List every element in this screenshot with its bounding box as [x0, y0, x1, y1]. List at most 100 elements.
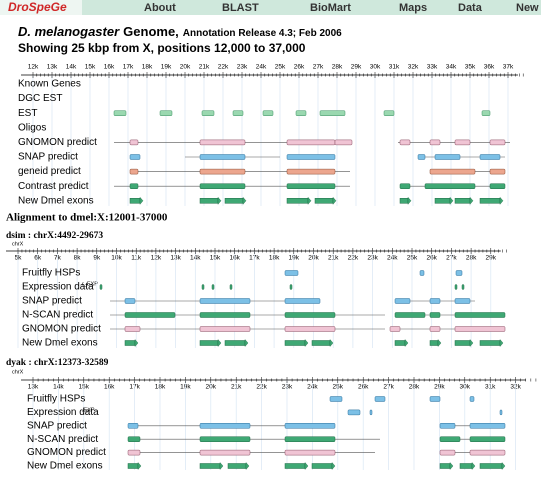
ruler-label: 19k: [180, 384, 191, 391]
exon: [389, 326, 401, 332]
exon: [429, 312, 441, 318]
track-label: GNOMON predict: [18, 137, 97, 148]
exon: [286, 198, 309, 204]
brand[interactable]: DroSpeGe: [8, 0, 67, 14]
ruler-label: 37k: [503, 64, 514, 71]
exon: [129, 183, 139, 189]
ruler-label: 13k: [47, 64, 58, 71]
exon: [347, 409, 361, 416]
exon: [201, 110, 215, 116]
exon-arrow: [404, 338, 409, 348]
exon: [429, 168, 476, 175]
ruler-label: 31k: [485, 384, 496, 391]
chrom: chrX: [12, 241, 24, 247]
exon-arrow: [437, 338, 442, 348]
exon: [227, 463, 247, 469]
exon: [129, 139, 139, 146]
ruler-label: 7k: [54, 255, 62, 262]
ruler-label: 16k: [104, 384, 115, 391]
track-label: DGC EST: [18, 93, 62, 104]
ruler-label: 26k: [294, 64, 305, 71]
exon: [439, 463, 451, 469]
exon: [399, 198, 409, 204]
exon-arrow: [469, 338, 474, 348]
alignment-title: Alignment to dmel:X:12001-37000: [6, 212, 168, 224]
exon: [232, 110, 244, 116]
exon-arrow: [329, 338, 334, 348]
track-label: N-SCAN predict: [27, 434, 98, 445]
nav-item[interactable]: Maps: [399, 2, 427, 14]
exon-arrow: [407, 196, 412, 205]
exon: [284, 312, 336, 318]
ruler-label: 17k: [123, 64, 134, 71]
exon: [284, 449, 336, 456]
ruler-label: 16k: [229, 255, 240, 262]
exon: [129, 154, 141, 160]
ruler-label: 8k: [74, 255, 82, 262]
track-label: GNOMON predict: [27, 447, 106, 458]
nav-item[interactable]: BLAST: [222, 2, 259, 14]
exon-arrow: [449, 196, 454, 205]
exon: [417, 154, 426, 160]
exon: [319, 110, 346, 116]
exon: [284, 436, 336, 442]
ruler-label: 25k: [275, 64, 286, 71]
exon: [127, 449, 141, 456]
ruler-label: 20k: [308, 255, 319, 262]
exon: [374, 396, 386, 402]
exon-arrow: [217, 196, 222, 205]
ruler-label: 28k: [466, 255, 477, 262]
exon: [286, 154, 336, 160]
panel-label: dyak : chrX:12373-32589: [6, 358, 109, 368]
exon-arrow: [304, 338, 309, 348]
ruler-label: 14k: [190, 255, 201, 262]
ruler-label: 23k: [367, 255, 378, 262]
exon: [295, 110, 307, 116]
exon: [454, 284, 458, 290]
exon: [229, 284, 233, 290]
exon: [99, 284, 103, 290]
exon: [479, 463, 503, 469]
track-label: Fruitfly HSPs: [27, 394, 85, 405]
exon: [199, 139, 246, 146]
ruler-label: 28k: [332, 64, 343, 71]
track-label: Known Genes: [18, 79, 81, 90]
exon: [454, 326, 506, 332]
ruler-label: 31k: [389, 64, 400, 71]
ruler-label: 25k: [407, 255, 418, 262]
genome: Genome,: [123, 24, 179, 39]
exon-arrow: [501, 461, 506, 471]
expression-tag: ,EXP: [82, 407, 95, 413]
exon: [439, 449, 456, 456]
exon: [455, 270, 463, 276]
exon-arrow: [137, 461, 142, 471]
exon-arrow: [332, 196, 337, 205]
exon: [289, 284, 293, 290]
ruler-label: 32k: [408, 64, 419, 71]
nav-item[interactable]: Data: [458, 2, 483, 14]
exon: [127, 423, 139, 429]
exon: [199, 449, 251, 456]
ruler-label: 18k: [269, 255, 280, 262]
exon: [469, 423, 506, 429]
exon: [489, 183, 506, 189]
nav-item[interactable]: BioMart: [310, 2, 351, 14]
exon-arrow: [499, 196, 504, 205]
exon: [499, 409, 503, 416]
ruler-label: 13k: [28, 384, 39, 391]
nav-item[interactable]: New: [516, 2, 539, 14]
ruler-label: 6k: [34, 255, 42, 262]
ruler-label: 30k: [370, 64, 381, 71]
ruler-label: 20k: [180, 64, 191, 71]
exon: [201, 284, 205, 290]
track-label: N-SCAN predict: [22, 310, 93, 321]
ruler-label: 13k: [170, 255, 181, 262]
exon-arrow: [449, 461, 454, 471]
exon: [369, 409, 373, 416]
exon: [311, 340, 331, 346]
exon: [454, 340, 471, 346]
exon-arrow: [217, 338, 222, 348]
exon: [394, 340, 406, 346]
nav-item[interactable]: About: [144, 2, 176, 14]
